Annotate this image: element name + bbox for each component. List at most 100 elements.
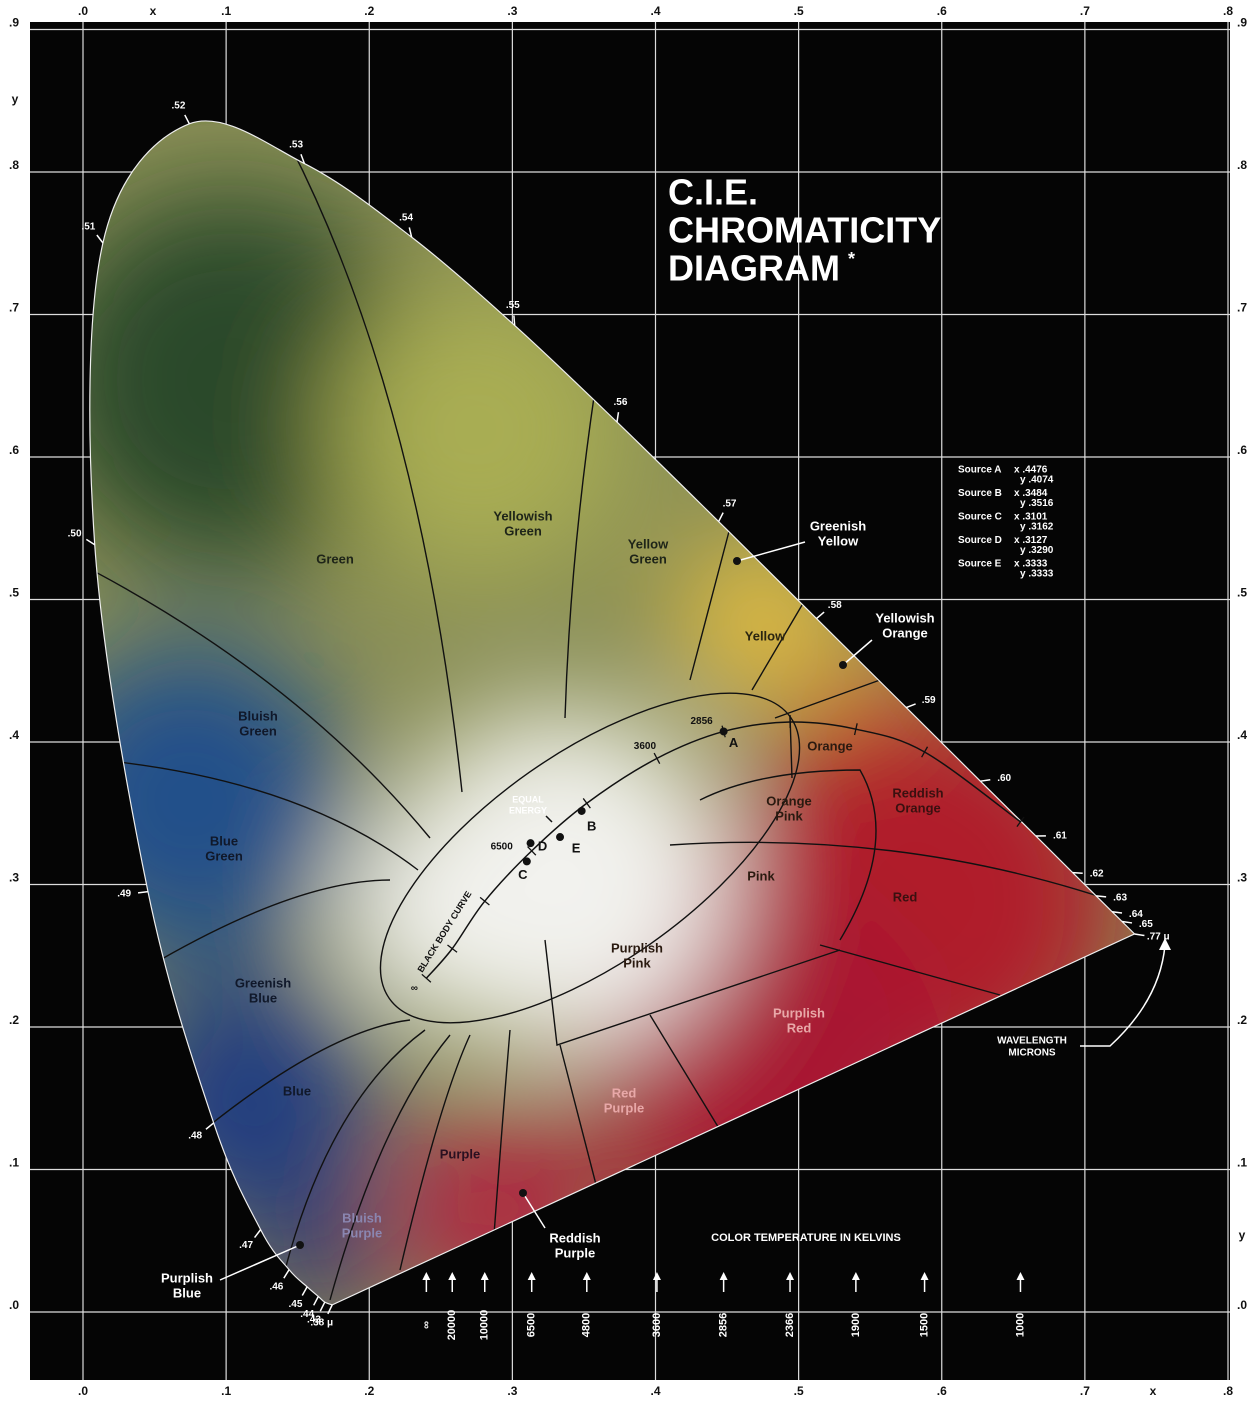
y-tick-label: .6 [9, 443, 19, 457]
wavelength-tick [205, 1122, 215, 1130]
wavelength-label: .54 [399, 212, 413, 223]
y-tick-label: .5 [9, 586, 19, 600]
temperature-tick [479, 896, 490, 906]
region-label: Yellowish [875, 610, 934, 625]
source-label: D [538, 839, 547, 854]
boundary [564, 389, 596, 719]
y-tick-label: .3 [1237, 871, 1247, 885]
source-label: C [518, 867, 528, 882]
source-point [577, 806, 586, 815]
title-line: DIAGRAM [668, 248, 840, 289]
boundary [159, 879, 391, 961]
wavelength-tick [253, 1229, 262, 1239]
temperature-label: 2366 [784, 1313, 796, 1337]
source-name: Source C [958, 512, 1002, 523]
boundary [399, 1034, 471, 1271]
region-leader [736, 541, 806, 562]
region-boundaries [89, 144, 1111, 1301]
source-x: x .3127 [1014, 535, 1048, 546]
region-label: Green [504, 523, 542, 538]
wavelength-tick [327, 1304, 333, 1315]
region-label: Yellow [745, 628, 786, 643]
region-label: Greenish [810, 518, 866, 533]
source-x: x .4476 [1014, 465, 1048, 476]
boundary [819, 944, 1001, 996]
boundary [544, 939, 841, 1046]
curve-temperature-label: 2856 [691, 716, 714, 727]
wavelength-label: .64 [1129, 909, 1143, 920]
y-tick-label: .1 [9, 1156, 19, 1170]
temperature-tick [447, 944, 458, 953]
wavelength-tick [408, 227, 413, 238]
wavelength-leader [1080, 944, 1166, 1047]
temperature-scale-title: COLOR TEMPERATURE IN KELVINS [711, 1232, 901, 1244]
region-label: Orange [882, 625, 928, 640]
y-tick-label: .1 [1237, 1156, 1247, 1170]
region-label: Purplish [773, 1005, 825, 1020]
blend [89, 190, 420, 570]
source-x: x .3333 [1014, 559, 1048, 570]
x-tick-label: .2 [364, 4, 374, 18]
source-label: A [729, 735, 739, 750]
source-name: Source B [958, 488, 1002, 499]
wavelength-label: .61 [1053, 830, 1067, 841]
temperature-arrowhead [527, 1272, 536, 1280]
temperature-tick [421, 973, 432, 983]
temperature-label: 1500 [918, 1313, 930, 1337]
region-label: Yellow [628, 536, 669, 551]
temperature-label: 2856 [718, 1313, 730, 1337]
source-label: E [572, 840, 581, 855]
equal-energy-pointer [545, 815, 553, 823]
wavelength-tick [1121, 920, 1133, 924]
wavelength-tick [717, 512, 724, 522]
region-label: Reddish [549, 1230, 600, 1245]
region-label: Purple [440, 1146, 480, 1161]
blend [340, 800, 560, 1020]
curve-temperature-label: 3600 [634, 741, 657, 752]
region-label: Bluish [238, 708, 278, 723]
y-tick-label: .0 [9, 1298, 19, 1312]
y-tick-label: .2 [9, 1013, 19, 1027]
x-tick-label: .7 [1080, 1384, 1090, 1398]
wavelength-label: .46 [269, 1281, 283, 1292]
wavelength-label: .63 [1113, 893, 1127, 904]
wavelength-tick [313, 1296, 319, 1306]
boundary [689, 519, 733, 681]
x-tick-label: .1 [221, 1384, 231, 1398]
temperature-label: 20000 [446, 1310, 458, 1341]
region-label: Purple [555, 1245, 595, 1260]
region-label: Red [893, 889, 918, 904]
wavelength-tick [905, 703, 916, 709]
boundary [329, 1034, 451, 1301]
y-tick-label: .9 [1237, 16, 1247, 30]
region-label: Blue [210, 833, 238, 848]
title-note: * [848, 249, 855, 269]
region-label: Red [612, 1085, 637, 1100]
wavelength-label: .52 [171, 101, 185, 112]
source-y: y .3162 [1020, 522, 1054, 533]
temperature-arrowhead [448, 1272, 457, 1280]
wavelength-label: .50 [68, 529, 82, 540]
wavelength-label: .59 [922, 695, 936, 706]
boundary [99, 759, 419, 871]
y-tick-label: .5 [1237, 586, 1247, 600]
temperature-arrowhead [652, 1272, 661, 1280]
wavelength-label: .45 [288, 1299, 302, 1310]
region-label: Greenish [235, 975, 291, 990]
region-label: Purplish [161, 1270, 213, 1285]
region-leader [219, 1244, 301, 1281]
equal-energy: EQUAL [512, 794, 544, 804]
wavelength-tick [85, 538, 96, 546]
temperature-label: 1900 [850, 1313, 862, 1337]
wavelength-label: .48 [188, 1130, 202, 1141]
wavelength-label: .58 [828, 600, 842, 611]
y-axis-label: y [12, 92, 19, 106]
x-tick-label: .0 [78, 4, 88, 18]
temperature-label: 10000 [479, 1310, 491, 1341]
wavelength-label: .38 μ [310, 1318, 333, 1329]
region-label: Pink [747, 868, 775, 883]
temperature-arrowhead [422, 1272, 431, 1280]
wavelength-tick [96, 234, 104, 244]
x-tick-label: .2 [364, 1384, 374, 1398]
source-y: y .3333 [1020, 569, 1054, 580]
